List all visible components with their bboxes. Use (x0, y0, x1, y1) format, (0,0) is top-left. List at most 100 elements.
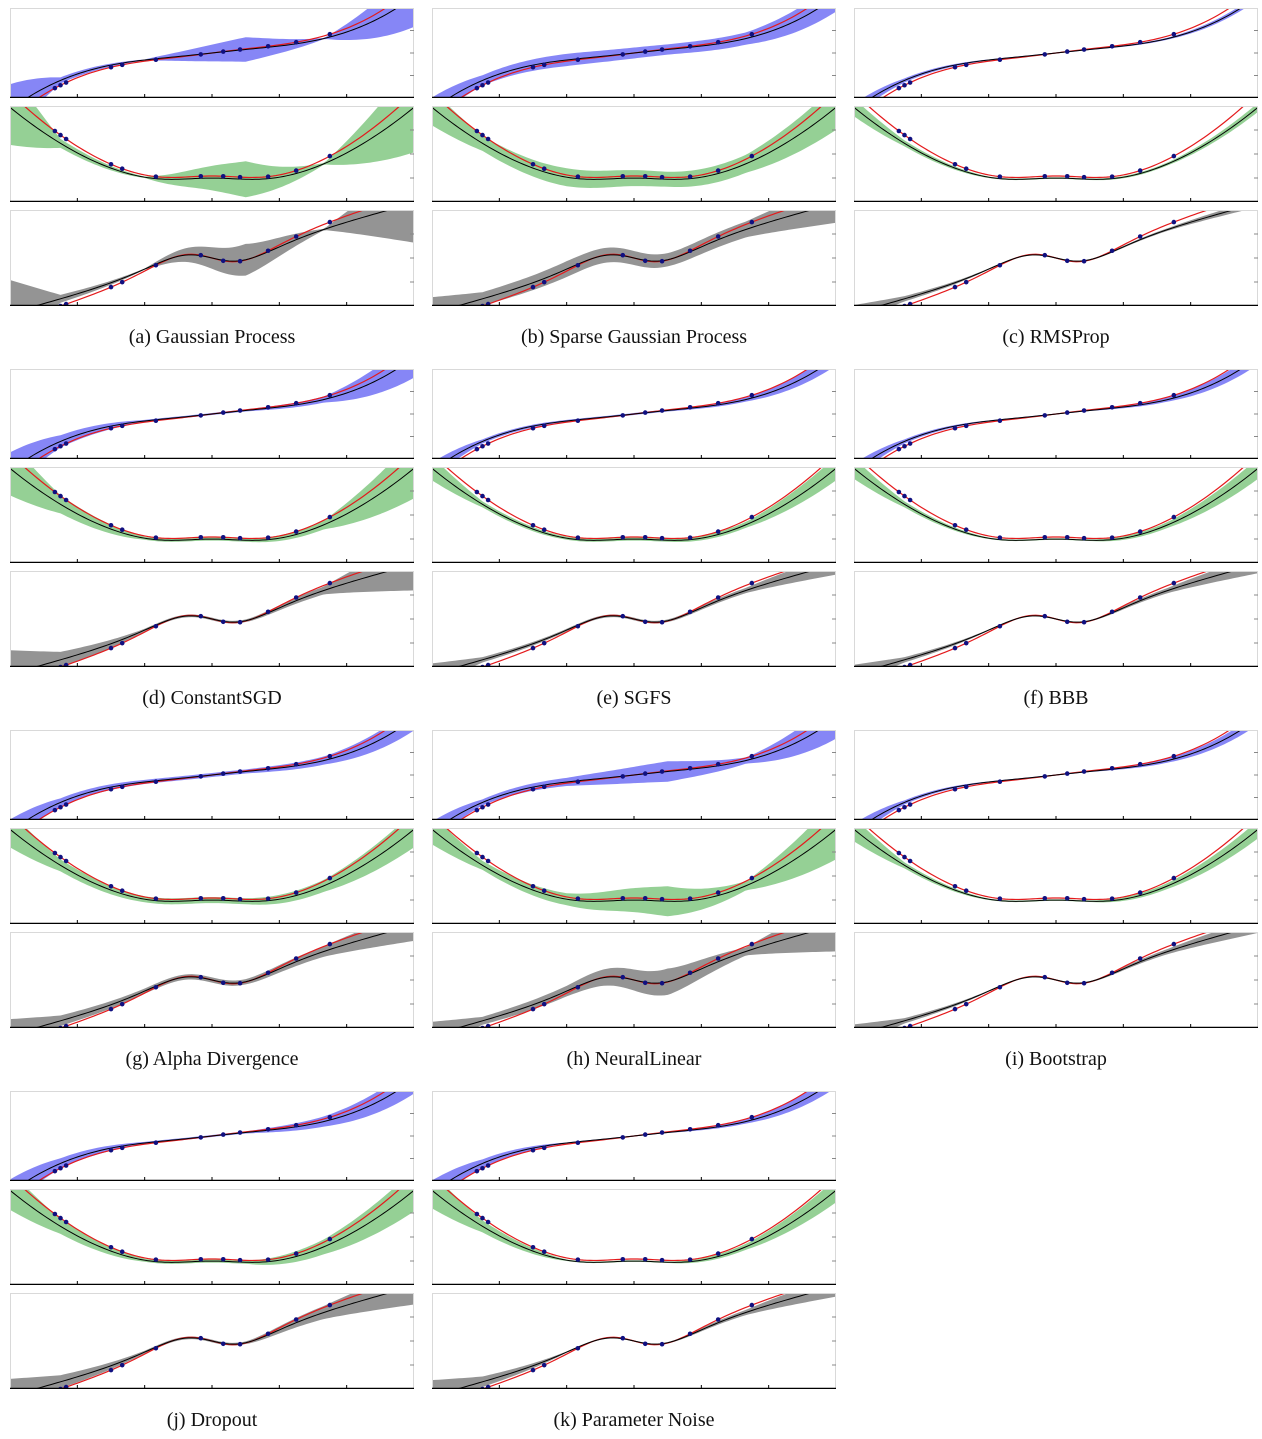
data-point (687, 609, 693, 615)
data-point (575, 535, 581, 540)
prediction-panel (10, 369, 414, 459)
data-point (963, 527, 969, 532)
panel-plot (854, 467, 1258, 563)
data-point (1042, 974, 1048, 980)
data-point (220, 1256, 226, 1262)
panel-plot (432, 467, 836, 563)
panel-plot (10, 369, 414, 459)
data-point (1081, 896, 1087, 902)
data-point (1109, 43, 1115, 49)
data-point (749, 1236, 755, 1242)
data-point (237, 980, 243, 986)
data-point (575, 623, 581, 629)
data-point (907, 80, 913, 85)
data-point (530, 425, 536, 431)
data-point (474, 1168, 480, 1174)
data-point (58, 854, 63, 860)
data-point (293, 168, 299, 173)
subplot-caption: (f) BBB (1023, 687, 1089, 709)
derivative-panel (854, 828, 1258, 924)
data-point (952, 284, 958, 290)
data-point (902, 854, 907, 860)
data-point (541, 279, 547, 285)
data-point (749, 392, 755, 398)
data-point (749, 153, 755, 159)
subplot-caption: (i) Bootstrap (1005, 1048, 1107, 1070)
data-point (52, 1168, 58, 1174)
data-point (220, 980, 226, 986)
data-point (108, 1244, 114, 1250)
data-point (902, 443, 907, 449)
data-point (327, 219, 333, 225)
uncertainty-band (10, 1189, 414, 1265)
data-point (620, 974, 626, 980)
panel-plot (854, 730, 1258, 820)
panel-plot (10, 1189, 414, 1285)
data-point (327, 31, 333, 37)
data-point (220, 771, 226, 776)
subplot-caption: (e) SGFS (596, 687, 672, 709)
mean-line (854, 828, 1258, 902)
data-point (474, 1211, 480, 1217)
data-point (1171, 753, 1177, 759)
data-point (237, 174, 243, 180)
subplot-7: (g) Alpha Divergence (10, 730, 414, 1072)
panel-plot (432, 1091, 836, 1181)
panel-frame (854, 106, 1258, 202)
uncertainty-band (432, 467, 836, 542)
data-point (902, 132, 907, 138)
data-point (620, 1135, 626, 1140)
subplot-8: (h) NeuralLinear (432, 730, 836, 1072)
data-point (1109, 535, 1115, 540)
data-point (1064, 173, 1070, 179)
data-point (1137, 761, 1143, 767)
data-point (1171, 219, 1177, 225)
second-derivative-panel (10, 571, 414, 667)
panel-plot (432, 210, 836, 306)
data-point (237, 47, 243, 52)
data-point (265, 43, 271, 49)
data-point (541, 640, 547, 646)
mean-line (877, 932, 1235, 1028)
panel-plot (10, 210, 414, 306)
data-point (1081, 619, 1087, 625)
prediction-panel (432, 8, 836, 98)
data-point (907, 136, 913, 142)
data-point (153, 535, 159, 540)
data-point (896, 489, 902, 495)
panel-plot (10, 730, 414, 820)
data-point (63, 136, 69, 142)
data-point (902, 804, 907, 810)
data-point (153, 262, 159, 268)
data-point (530, 1367, 536, 1373)
data-point (659, 258, 665, 264)
data-point (541, 1249, 547, 1254)
data-point (749, 941, 755, 947)
data-point (715, 529, 721, 534)
data-point (687, 535, 693, 540)
data-point (327, 941, 333, 947)
mean-line (448, 1091, 820, 1181)
data-point (1171, 153, 1177, 159)
subplot-caption: (j) Dropout (166, 1409, 258, 1431)
data-point (715, 234, 721, 239)
data-point (715, 1317, 721, 1322)
data-point (715, 1122, 721, 1128)
data-point (1042, 534, 1048, 540)
data-point (620, 413, 626, 418)
data-point (485, 802, 491, 807)
panel-plot (10, 8, 414, 98)
subplot-10: (j) Dropout (10, 1091, 414, 1433)
data-point (541, 888, 547, 893)
data-point (119, 166, 125, 171)
data-point (1064, 619, 1070, 625)
data-point (474, 446, 480, 452)
mean-line (870, 8, 1242, 98)
data-point (659, 896, 665, 902)
panel-plot (432, 571, 836, 667)
data-point (620, 1256, 626, 1262)
data-point (153, 1345, 159, 1351)
mean-line (455, 571, 813, 667)
data-point (108, 1367, 114, 1373)
mean-line (33, 1293, 391, 1389)
